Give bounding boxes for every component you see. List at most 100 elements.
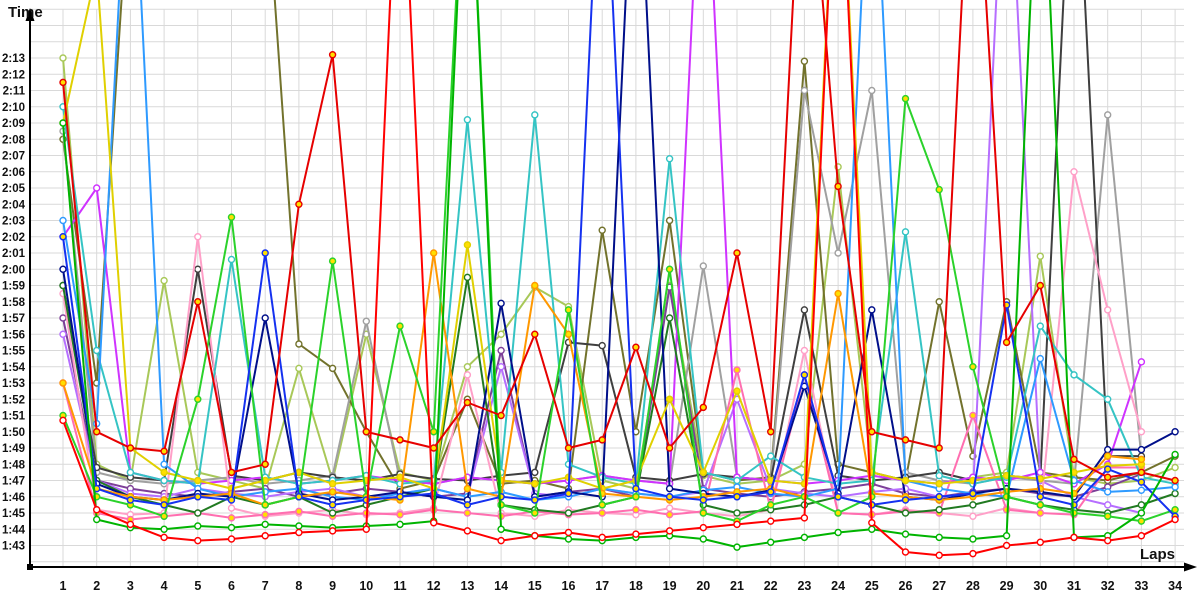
data-point-driver-green-fast	[295, 522, 303, 530]
data-point-driver-blue	[1137, 478, 1146, 486]
data-point-driver-lime	[1036, 252, 1045, 260]
y-tick-label: 1:55	[2, 346, 26, 358]
data-point-driver-red-spiky	[160, 447, 168, 455]
data-point-driver-pink-light	[1070, 168, 1078, 176]
x-tick-label: 18	[629, 579, 643, 593]
data-point-driver-green-fast	[564, 535, 573, 543]
data-point-driver-blue	[834, 493, 842, 501]
data-point-driver-red-fast	[1103, 536, 1112, 545]
y-tick-label: 1:46	[2, 492, 25, 504]
data-point-driver-darkgreen	[665, 314, 674, 322]
series-line-driver-blue	[62, 0, 1177, 518]
data-point-driver-red-spiky	[362, 428, 370, 436]
x-tick-label: 1	[60, 579, 67, 593]
x-tick-label: 2	[93, 579, 100, 593]
data-point-driver-red-spiky	[497, 411, 505, 420]
data-point-driver-green-spiky	[935, 185, 943, 194]
data-point-driver-red-fast	[227, 535, 236, 543]
data-point-driver-blue	[901, 496, 910, 504]
data-point-driver-red-fast	[1137, 532, 1146, 540]
data-point-driver-cyan	[1070, 371, 1078, 379]
data-point-driver-red-fast	[261, 532, 269, 540]
data-point-driver-red-fast	[969, 549, 977, 558]
data-point-driver-red-fast	[665, 527, 674, 535]
data-point-driver-blue	[261, 249, 269, 257]
data-point-driver-darkolive	[935, 298, 943, 306]
data-point-driver-red-fast	[1171, 515, 1179, 524]
data-point-driver-blue	[767, 488, 775, 496]
data-point-driver-darkgreen	[901, 509, 910, 517]
data-point-driver-yellow	[463, 241, 472, 249]
data-point-driver-red-spiky	[227, 468, 236, 477]
data-point-driver-green-fast	[396, 520, 404, 529]
data-point-driver-green-spiky	[261, 501, 269, 509]
data-point-driver-green-spiky	[1036, 501, 1045, 509]
x-tick-label: 28	[966, 579, 980, 593]
data-point-driver-navy	[59, 265, 67, 273]
x-tick-label: 14	[494, 579, 508, 593]
data-point-driver-yellow	[901, 476, 910, 485]
data-point-driver-yellow	[733, 387, 741, 395]
x-tick-label: 22	[764, 579, 778, 593]
data-point-driver-darkolive	[800, 57, 809, 65]
y-tick-label: 1:47	[2, 476, 25, 488]
x-tick-label: 30	[1033, 579, 1047, 593]
data-point-driver-darkgreen	[194, 509, 202, 517]
data-point-driver-green-fast	[261, 520, 269, 529]
data-point-driver-red-fast	[598, 533, 606, 542]
data-point-driver-red-spiky	[1137, 468, 1146, 477]
data-point-driver-violet	[59, 330, 67, 338]
data-point-driver-darkgreen	[1171, 489, 1179, 498]
data-point-driver-red-spiky	[1070, 455, 1078, 464]
series-line-driver-darkolive	[62, 0, 1177, 490]
y-tick-label: 1:57	[2, 313, 25, 325]
series-line-driver-skyblue	[62, 0, 1177, 501]
y-tick-label: 2:07	[2, 151, 25, 163]
data-point-driver-orange	[1137, 455, 1146, 464]
y-tick-label: 1:51	[2, 411, 26, 423]
data-point-driver-navy	[497, 299, 505, 308]
data-point-driver-green-fast	[1171, 450, 1179, 459]
data-point-driver-green-spiky	[1103, 512, 1112, 520]
x-tick-label: 12	[427, 579, 441, 593]
data-point-driver-green-spiky	[1137, 517, 1146, 525]
x-axis-arrow	[1184, 562, 1197, 572]
data-point-driver-purple	[59, 314, 67, 322]
y-tick-label: 2:06	[2, 167, 25, 179]
y-tick-label: 1:56	[2, 329, 25, 341]
data-point-driver-darkgray	[598, 341, 606, 350]
data-point-driver-darkolive	[598, 226, 606, 234]
data-point-driver-navy	[1103, 445, 1112, 454]
data-point-driver-red-spiky	[396, 436, 404, 444]
data-point-driver-blue	[800, 371, 809, 379]
data-point-driver-magenta	[1137, 358, 1146, 366]
data-point-driver-cyan	[935, 471, 943, 480]
x-tick-label: 8	[295, 579, 302, 593]
x-tick-label: 7	[262, 579, 269, 593]
x-tick-label: 34	[1168, 579, 1182, 593]
data-point-driver-green-fast	[969, 535, 977, 543]
x-tick-label: 17	[595, 579, 609, 593]
y-tick-label: 2:11	[3, 86, 26, 98]
data-point-driver-pink	[969, 411, 977, 420]
y-tick-label: 2:10	[2, 102, 25, 114]
data-point-driver-blue	[969, 489, 977, 498]
data-point-driver-gray	[699, 262, 707, 270]
data-point-driver-magenta	[1036, 468, 1045, 477]
data-point-driver-red-fast	[295, 528, 303, 537]
data-point-driver-lime	[59, 54, 67, 62]
x-tick-label: 20	[696, 579, 710, 593]
data-point-driver-green-fast	[834, 528, 842, 537]
x-tick-label: 4	[161, 579, 168, 593]
y-tick-label: 1:53	[2, 378, 25, 390]
data-point-driver-pink-light	[227, 504, 236, 512]
y-tick-label: 1:54	[2, 362, 26, 374]
data-point-driver-orange	[834, 289, 842, 298]
y-tick-label: 1:48	[2, 459, 26, 471]
x-tick-label: 26	[899, 579, 913, 593]
x-tick-label: 10	[359, 579, 373, 593]
data-point-driver-blue	[632, 484, 640, 493]
y-tick-label: 2:13	[2, 53, 25, 65]
y-tick-label: 2:12	[2, 69, 25, 81]
data-point-driver-skyblue	[1103, 488, 1112, 496]
